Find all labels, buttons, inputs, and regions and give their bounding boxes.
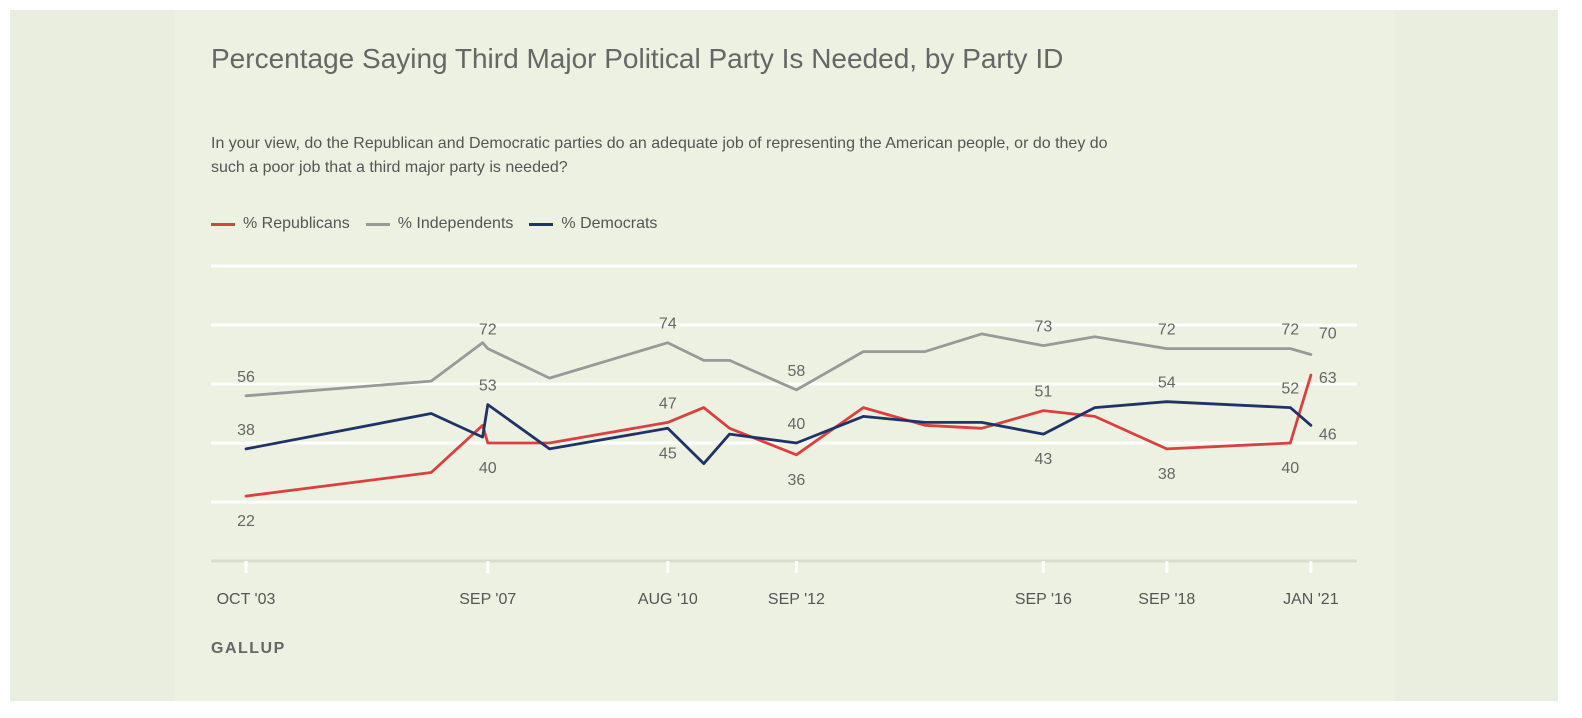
data-label: 47 bbox=[659, 395, 677, 412]
data-label: 45 bbox=[659, 445, 677, 462]
data-label: 53 bbox=[479, 378, 497, 395]
data-label: 58 bbox=[788, 363, 806, 380]
legend-label-democrats: % Democrats bbox=[561, 215, 658, 232]
legend-item-democrats: % Democrats bbox=[529, 215, 657, 233]
data-label: 46 bbox=[1319, 426, 1337, 443]
data-label: 38 bbox=[237, 422, 255, 439]
legend-label-republicans: % Republicans bbox=[243, 215, 350, 232]
data-label: 40 bbox=[788, 416, 806, 433]
x-tick-label: OCT '03 bbox=[217, 591, 276, 608]
x-tick-label: AUG '10 bbox=[638, 591, 698, 608]
data-label: 38 bbox=[1158, 466, 1176, 483]
x-tick-label: JAN '21 bbox=[1283, 591, 1339, 608]
data-label: 22 bbox=[237, 513, 255, 530]
x-tick-label: SEP '07 bbox=[459, 591, 516, 608]
x-tick-label: SEP '18 bbox=[1138, 591, 1195, 608]
data-label: 52 bbox=[1281, 381, 1299, 398]
data-label: 63 bbox=[1319, 370, 1337, 387]
x-tick-label: SEP '12 bbox=[768, 591, 825, 608]
chart-title: Percentage Saying Third Major Political … bbox=[211, 43, 1064, 74]
data-label: 54 bbox=[1158, 375, 1176, 392]
data-label: 72 bbox=[479, 322, 497, 339]
data-label: 72 bbox=[1158, 322, 1176, 339]
data-label: 51 bbox=[1034, 384, 1052, 401]
legend-swatch-independents bbox=[365, 222, 390, 226]
chart-subtitle: In your view, do the Republican and Demo… bbox=[211, 135, 1108, 176]
data-label: 73 bbox=[1034, 319, 1052, 336]
legend-item-independents: % Independents bbox=[365, 215, 514, 233]
data-label: 40 bbox=[1281, 460, 1299, 477]
legend-swatch-republicans bbox=[211, 222, 235, 226]
data-label: 56 bbox=[237, 369, 255, 386]
source-label: GALLUP bbox=[211, 640, 286, 657]
data-label: 74 bbox=[659, 316, 677, 333]
chart-panel bbox=[175, 10, 1395, 701]
independents-line bbox=[244, 332, 1313, 398]
data-label: 36 bbox=[788, 472, 806, 489]
chart-legend: % Republicans % Independents % Democrats bbox=[211, 215, 657, 233]
republicans-line bbox=[244, 373, 1313, 498]
legend-label-independents: % Independents bbox=[397, 215, 514, 232]
democrats-line bbox=[244, 400, 1313, 466]
legend-swatch-democrats bbox=[529, 222, 554, 226]
x-tick-label: SEP '16 bbox=[1015, 591, 1072, 608]
data-label: 40 bbox=[479, 460, 497, 477]
data-label: 72 bbox=[1281, 322, 1299, 339]
data-label: 43 bbox=[1034, 451, 1052, 468]
data-label: 70 bbox=[1319, 326, 1337, 343]
legend-item-republicans: % Republicans bbox=[211, 215, 350, 233]
